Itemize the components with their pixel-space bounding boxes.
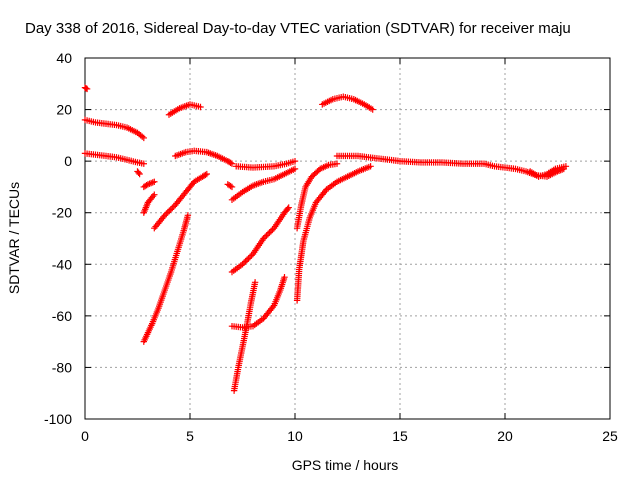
data-point [203, 170, 210, 178]
series-arc-j [172, 147, 236, 167]
data-point [202, 171, 209, 179]
y-tick-label: 40 [56, 50, 72, 66]
series-arc-n [228, 204, 292, 276]
chart-title: Day 338 of 2016, Sidereal Day-to-day VTE… [25, 20, 571, 37]
data-point [267, 227, 275, 235]
data-point [169, 204, 176, 212]
data-point [228, 160, 236, 167]
data-point [243, 256, 251, 264]
grid [85, 58, 610, 419]
y-tick-label: 20 [56, 102, 72, 118]
series-arc-k [224, 181, 236, 191]
data-point [281, 273, 288, 281]
series-arc-b [81, 116, 147, 142]
series-arc-a [81, 84, 91, 93]
data-point [291, 165, 299, 173]
series-arc-q [293, 163, 374, 304]
x-tick-labels: 0 5 10 15 20 25 [81, 428, 618, 444]
data-point [240, 259, 248, 267]
series-arc-i [165, 101, 204, 118]
data-point [140, 134, 147, 142]
y-tick-label: -80 [52, 359, 72, 375]
data-point [264, 230, 272, 238]
data-point [143, 182, 150, 189]
y-tick-label: -20 [52, 205, 72, 221]
y-tick-label: -60 [52, 308, 72, 324]
data-point [166, 207, 173, 215]
series-arc-u [527, 163, 570, 180]
x-tick-label: 20 [497, 428, 513, 444]
data-point [227, 182, 234, 190]
y-tick-labels: 40 20 0 -20 -40 -60 -80 -100 [44, 50, 72, 427]
series-arc-g [151, 170, 210, 232]
data-marks [81, 84, 570, 394]
data-point [227, 159, 234, 167]
data-point [239, 261, 246, 268]
series-arc-p [230, 279, 259, 394]
data-point [291, 157, 299, 165]
series-arc-l [228, 165, 299, 204]
series-arc-s [319, 93, 376, 113]
x-axis-label: GPS time / hours [292, 457, 399, 473]
data-point [151, 178, 158, 185]
data-point [245, 255, 252, 262]
data-point [284, 205, 291, 213]
data-point [136, 170, 143, 178]
y-tick-label: -40 [52, 256, 72, 272]
x-tick-label: 25 [602, 428, 618, 444]
series-arc-o [228, 273, 288, 331]
series-arc-c [81, 150, 147, 167]
data-point [367, 163, 374, 170]
data-point [164, 209, 171, 216]
data-point [285, 204, 292, 211]
data-point [369, 106, 376, 113]
data-point [140, 160, 147, 167]
y-axis-label: SDTVAR / TECUs [6, 182, 22, 294]
data-point [263, 232, 270, 239]
data-point [135, 169, 142, 176]
data-point [161, 212, 168, 219]
data-point [167, 206, 174, 213]
data-point [184, 212, 192, 219]
x-tick-label: 15 [392, 428, 408, 444]
data-point [151, 191, 158, 198]
x-tick-label: 0 [81, 428, 89, 444]
x-tick-label: 10 [287, 428, 303, 444]
data-point [163, 210, 170, 218]
data-point [170, 203, 177, 210]
x-tick-label: 5 [186, 428, 194, 444]
data-point [83, 85, 91, 93]
series-arc-m [233, 157, 299, 171]
data-point [260, 235, 267, 242]
data-point [242, 258, 249, 265]
data-point [251, 279, 259, 286]
data-point [82, 85, 90, 92]
data-point [261, 233, 269, 241]
data-point [197, 103, 204, 111]
plot-frame [84, 57, 611, 420]
axis-ticks [84, 57, 611, 420]
data-point [228, 183, 236, 191]
y-tick-label: 0 [64, 153, 72, 169]
series-arc-d [134, 168, 143, 178]
series-arc-f [140, 191, 158, 216]
series-arc-h [140, 212, 192, 345]
data-point [333, 160, 341, 167]
y-tick-label: -100 [44, 411, 72, 427]
data-point [266, 229, 273, 236]
data-point [246, 253, 254, 261]
series-arc-e [140, 178, 158, 191]
data-point [562, 163, 570, 170]
series-arc-r [293, 160, 341, 232]
